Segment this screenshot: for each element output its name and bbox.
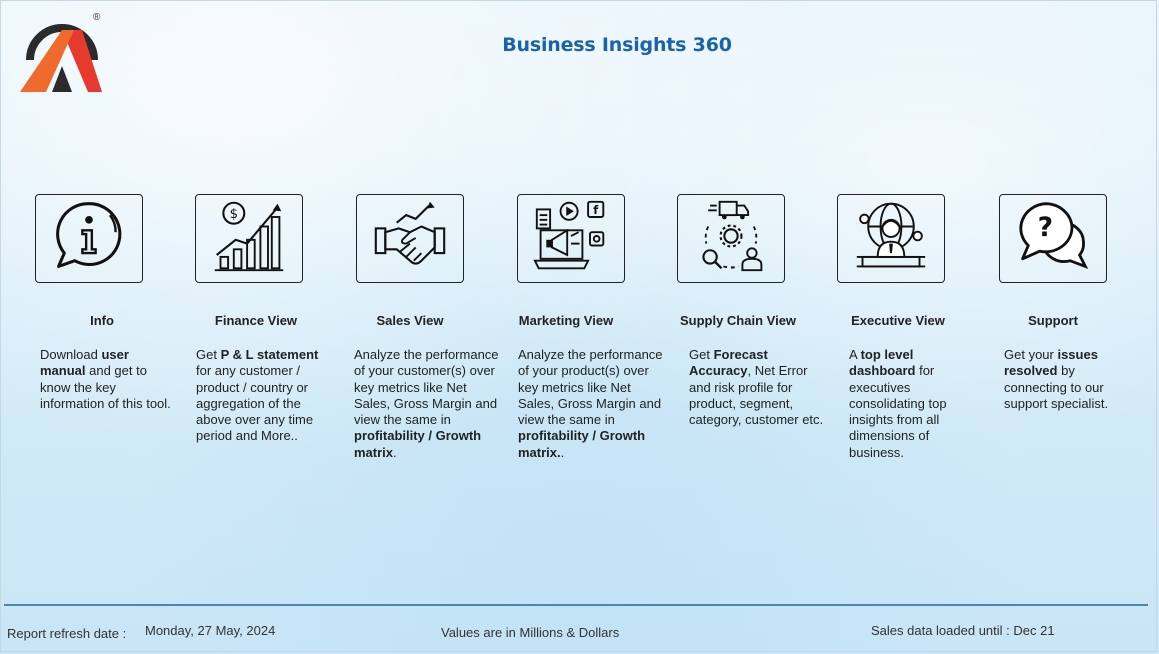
description-emphasis: Forecast Accuracy bbox=[689, 347, 768, 379]
sales-data-loaded: Sales data loaded until : Dec 21 bbox=[871, 623, 1055, 638]
executive-view-card[interactable] bbox=[837, 194, 945, 283]
finance-view-description: Get P & L statement for any customer / p… bbox=[196, 347, 336, 445]
description-text: and get to know the key information of t… bbox=[40, 363, 171, 411]
page-title: Business Insights 360 bbox=[502, 34, 732, 56]
description-text: Analyze the performance of your customer… bbox=[354, 347, 499, 428]
sales-view-card[interactable] bbox=[356, 194, 464, 283]
marketing-view-description: Analyze the performance of your product(… bbox=[518, 347, 668, 461]
description-text: , Net Error and risk profile for product… bbox=[689, 363, 824, 428]
executive-icon bbox=[852, 198, 930, 279]
description-text: Get bbox=[689, 347, 714, 362]
description-text: by connecting to our support specialist. bbox=[1004, 363, 1109, 411]
description-emphasis: P & L statement bbox=[220, 347, 319, 362]
support-description: Get your issues resolved by connecting t… bbox=[1004, 347, 1129, 412]
info-label: Info bbox=[90, 313, 114, 328]
description-emphasis: issues resolved bbox=[1004, 347, 1098, 379]
description-emphasis: profitability / Growth matrix bbox=[354, 428, 482, 460]
supply-chain-view-label: Supply Chain View bbox=[679, 313, 797, 328]
support-card[interactable]: ? bbox=[999, 194, 1107, 283]
description-text: Get your bbox=[1004, 347, 1058, 362]
finance-view-card[interactable]: $ bbox=[195, 194, 303, 283]
support-chat-icon: ? bbox=[1014, 198, 1092, 279]
supply-chain-view-card[interactable] bbox=[677, 194, 785, 283]
marketing-view-label: Marketing View bbox=[518, 313, 614, 328]
svg-text:?: ? bbox=[1038, 212, 1053, 243]
description-emphasis: profitability / Growth matrix. bbox=[518, 428, 646, 460]
description-text: A bbox=[849, 347, 861, 362]
description-text: Get bbox=[196, 347, 221, 362]
marketing-megaphone-icon: f bbox=[532, 198, 610, 279]
executive-view-label: Executive View bbox=[851, 313, 945, 328]
description-emphasis: user manual bbox=[40, 347, 129, 379]
marketing-view-card[interactable]: f bbox=[517, 194, 625, 283]
refresh-date-value: Monday, 27 May, 2024 bbox=[145, 623, 276, 638]
description-text: for any customer / product / country or … bbox=[196, 363, 314, 444]
company-logo: ® bbox=[16, 8, 106, 96]
description-text: . bbox=[393, 444, 397, 460]
info-description: Download user manual and get to know the… bbox=[40, 347, 175, 412]
refresh-date-label: Report refresh date : bbox=[7, 626, 127, 641]
description-text: Analyze the performance of your product(… bbox=[518, 347, 663, 428]
finance-growth-icon: $ bbox=[210, 198, 288, 279]
svg-text:$: $ bbox=[230, 207, 238, 222]
handshake-icon bbox=[371, 198, 449, 279]
description-text: for executives consolidating top insight… bbox=[849, 363, 947, 460]
supply-chain-view-description: Get Forecast Accuracy, Net Error and ris… bbox=[689, 347, 827, 428]
supply-chain-icon bbox=[692, 198, 770, 279]
description-emphasis: top level dashboard bbox=[849, 347, 916, 379]
footer-divider bbox=[4, 604, 1148, 606]
description-text: Download bbox=[40, 347, 102, 362]
support-label: Support bbox=[1028, 313, 1078, 328]
sales-view-description: Analyze the performance of your customer… bbox=[354, 347, 499, 461]
finance-view-label: Finance View bbox=[214, 313, 298, 328]
svg-text:f: f bbox=[593, 203, 599, 217]
registered-mark: ® bbox=[93, 12, 101, 23]
description-text: . bbox=[560, 444, 565, 460]
units-note: Values are in Millions & Dollars bbox=[441, 625, 620, 640]
sales-view-label: Sales View bbox=[376, 313, 444, 328]
info-icon bbox=[50, 198, 128, 279]
info-card[interactable] bbox=[35, 194, 143, 283]
executive-view-description: A top level dashboard for executives con… bbox=[849, 347, 974, 461]
